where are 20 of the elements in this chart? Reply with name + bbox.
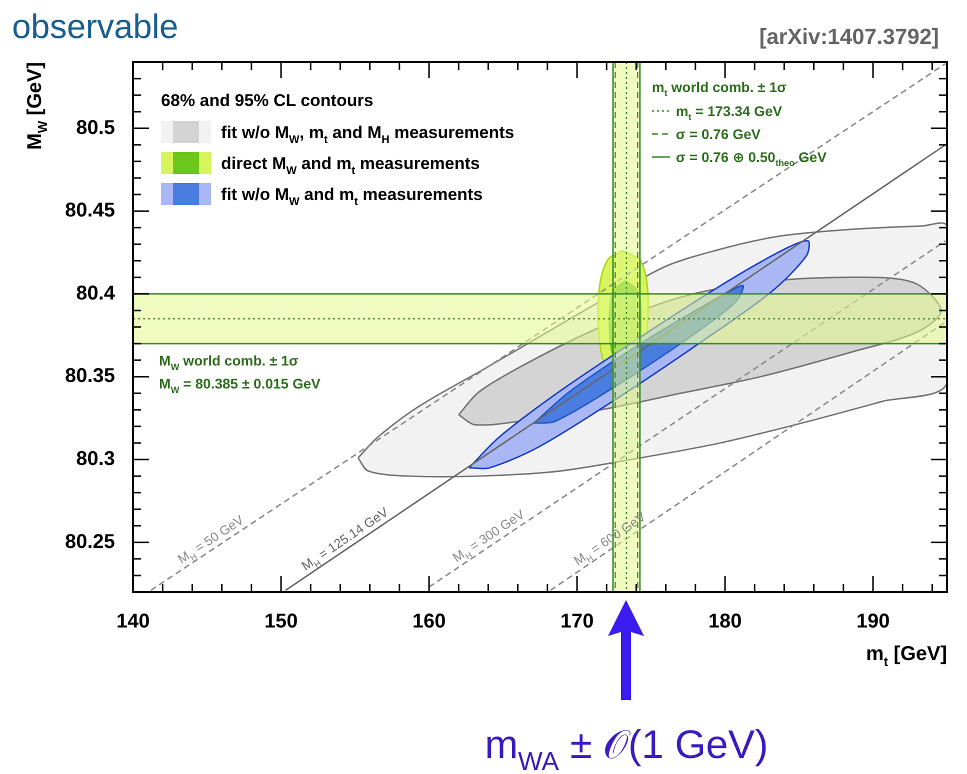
y-tick-label: 80.3 bbox=[76, 448, 116, 470]
x-tick-label: 180 bbox=[708, 610, 742, 633]
y-tick-label: 80.35 bbox=[64, 365, 116, 388]
x-tick-label: 150 bbox=[264, 610, 298, 633]
x-tick-label: 160 bbox=[412, 610, 446, 633]
x-tick-label: 140 bbox=[116, 610, 150, 633]
y-tick-label: 80.4 bbox=[76, 282, 116, 304]
legend-title: 68% and 95% CL contours bbox=[161, 91, 374, 110]
x-tick-label: 170 bbox=[560, 610, 594, 633]
y-tick-label: 80.25 bbox=[64, 530, 116, 553]
y-tick-label: 80.5 bbox=[76, 116, 116, 139]
text: [arXiv:1407.3792] bbox=[759, 24, 940, 49]
annotation: σ = 0.76 GeV bbox=[676, 126, 762, 142]
text: MH = 50 GeV bbox=[174, 512, 247, 567]
x-tick-label: 190 bbox=[856, 610, 890, 633]
y-tick-label: 80.45 bbox=[64, 200, 116, 222]
text: observable bbox=[12, 8, 178, 46]
text: MH = 300 GeV bbox=[450, 506, 528, 566]
y-axis-title: MW [GeV] bbox=[24, 62, 50, 150]
text: MH = 600 GeV bbox=[571, 508, 648, 568]
